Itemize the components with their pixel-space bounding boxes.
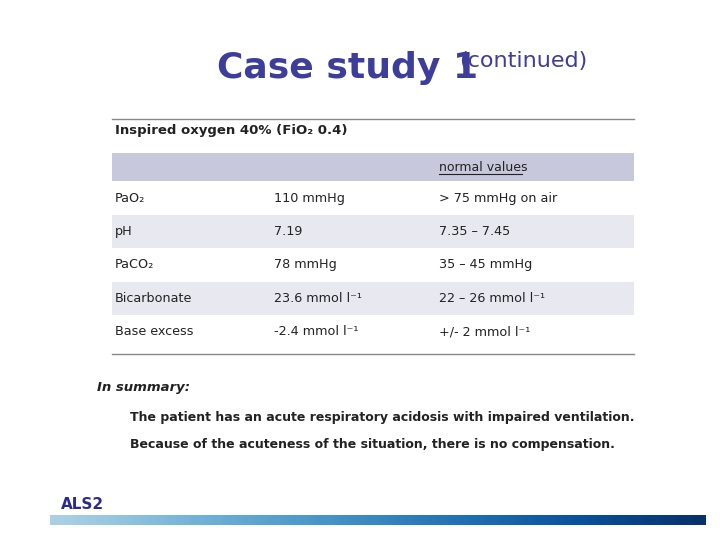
Text: 110 mmHg: 110 mmHg bbox=[274, 192, 344, 205]
Text: 7.19: 7.19 bbox=[274, 225, 302, 238]
Text: Inspired oxygen 40% (FiO₂ 0.4): Inspired oxygen 40% (FiO₂ 0.4) bbox=[115, 124, 348, 137]
Text: 22 – 26 mmol l⁻¹: 22 – 26 mmol l⁻¹ bbox=[439, 292, 545, 305]
Text: PaCO₂: PaCO₂ bbox=[115, 259, 155, 272]
Text: 35 – 45 mmHg: 35 – 45 mmHg bbox=[439, 259, 533, 272]
Text: -2.4 mmol l⁻¹: -2.4 mmol l⁻¹ bbox=[274, 326, 358, 339]
Text: pH: pH bbox=[115, 225, 133, 238]
Text: ALS2: ALS2 bbox=[61, 497, 104, 512]
Text: Bicarbonate: Bicarbonate bbox=[115, 292, 192, 305]
Text: normal values: normal values bbox=[439, 160, 528, 173]
Text: +/- 2 mmol l⁻¹: +/- 2 mmol l⁻¹ bbox=[439, 326, 531, 339]
Text: (continued): (continued) bbox=[459, 51, 588, 71]
Text: PaO₂: PaO₂ bbox=[115, 192, 145, 205]
Text: 23.6 mmol l⁻¹: 23.6 mmol l⁻¹ bbox=[274, 292, 361, 305]
Text: Base excess: Base excess bbox=[115, 326, 194, 339]
Text: Because of the acuteness of the situation, there is no compensation.: Because of the acuteness of the situatio… bbox=[130, 438, 614, 451]
Text: The patient has an acute respiratory acidosis with impaired ventilation.: The patient has an acute respiratory aci… bbox=[130, 411, 634, 424]
Text: In summary:: In summary: bbox=[97, 381, 190, 394]
Text: 78 mmHg: 78 mmHg bbox=[274, 259, 336, 272]
Text: > 75 mmHg on air: > 75 mmHg on air bbox=[439, 192, 557, 205]
Text: Case study 1: Case study 1 bbox=[217, 51, 503, 85]
Text: 7.35 – 7.45: 7.35 – 7.45 bbox=[439, 225, 510, 238]
